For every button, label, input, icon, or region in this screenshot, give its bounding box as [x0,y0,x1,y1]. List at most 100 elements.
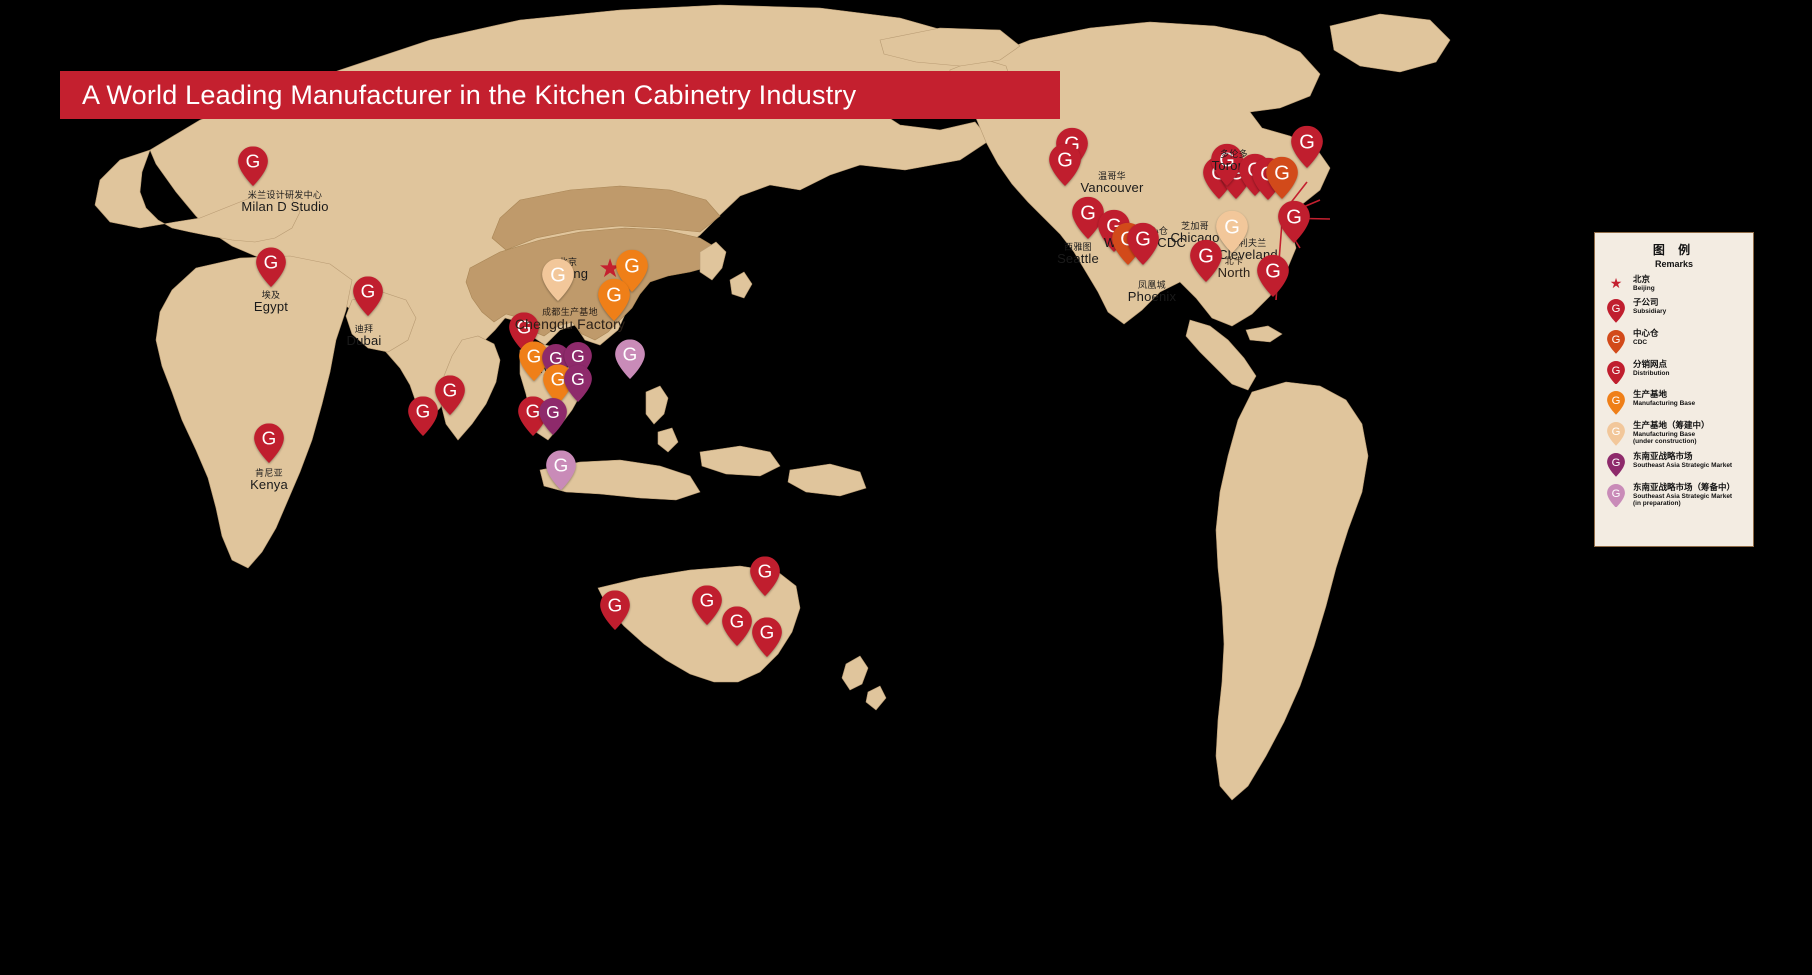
svg-text:G: G [1286,206,1302,228]
location-pin-icon[interactable]: G [256,247,286,287]
location-pin-icon[interactable]: G [1278,200,1310,243]
legend-item-en: Manufacturing Base [1633,400,1696,408]
legend-item-text: 东南亚战略市场 Southeast Asia Strategic Market [1631,450,1733,469]
pin-g-icon: G [1601,360,1631,385]
location-pin-icon[interactable]: G [598,278,630,321]
location-pin-icon[interactable]: G [542,258,574,301]
location-pin-icon[interactable]: G [615,339,645,379]
legend-item-cn: 分销网点 [1633,358,1668,369]
map-marker-indonesia[interactable]: G [546,450,576,490]
map-marker-kenya[interactable]: G [254,423,284,463]
map-marker-perth[interactable]: G [600,590,630,630]
map-marker-dubai[interactable]: G [353,276,383,316]
map-marker-china-east-2[interactable]: G [598,278,630,321]
legend-item-beijing: ★ 北京 Beijing [1601,274,1747,292]
location-pin-icon[interactable]: G [600,590,630,630]
svg-text:G: G [1299,131,1315,153]
location-pin-icon[interactable]: G [1216,210,1248,253]
beijing-star-icon: ★ [598,253,622,283]
legend-item-en2: (under construction) [1633,438,1697,446]
legend-rows: ★ 北京 Beijing G 子公司 Subsidiary G 中心仓 CDC … [1601,274,1747,508]
map-marker-singapore-sea[interactable]: G [539,398,567,435]
location-pin-icon[interactable]: G [254,423,284,463]
legend-item-cn: 中心仓 [1633,327,1659,338]
legend-title-cn: 图 例 [1652,243,1696,257]
svg-text:G: G [760,622,775,643]
location-pin-icon[interactable]: G [519,341,549,381]
map-marker-cambodia-sea[interactable]: G [564,365,592,402]
location-pin-icon[interactable]: G [238,146,268,186]
map-marker-vietnam-prep[interactable]: G [615,339,645,379]
location-pin-icon[interactable]: G [1127,222,1159,265]
map-marker-newyork[interactable]: G [1278,200,1310,243]
map-marker-phoenix[interactable]: G [1127,222,1159,265]
svg-text:G: G [606,284,622,306]
legend-item-distribution: G 分销网点 Distribution [1601,358,1747,385]
location-pin-icon[interactable]: G [1266,156,1298,199]
location-pin-icon[interactable]: G [1211,143,1243,186]
location-pin-icon[interactable]: G [539,398,567,435]
svg-text:G: G [549,348,563,368]
map-marker-seattle[interactable]: G [1072,196,1104,239]
legend-title: 图 例 Remarks [1601,241,1747,269]
location-pin-icon[interactable]: G [752,617,782,657]
location-pin-icon[interactable]: G [1291,125,1323,168]
svg-text:G: G [1612,488,1621,500]
svg-text:G: G [527,346,542,367]
legend-item-text: 分销网点 Distribution [1631,358,1669,377]
svg-text:G: G [551,369,566,390]
location-pin-icon[interactable]: G [1257,254,1289,297]
svg-text:G: G [1080,202,1096,224]
location-pin-icon[interactable]: G [692,585,722,625]
map-marker-india-west[interactable]: G [435,375,465,415]
location-pin-icon[interactable]: G [564,365,592,402]
location-pin-icon[interactable]: G [546,450,576,490]
map-marker-brisbane[interactable]: G [752,617,782,657]
map-marker-milan[interactable]: G [238,146,268,186]
location-pin-icon[interactable]: G [408,396,438,436]
svg-text:G: G [1612,457,1621,469]
svg-text:G: G [554,455,569,476]
svg-text:G: G [546,402,560,422]
pin-g-icon: G [1601,421,1631,446]
legend-item-en: Southeast Asia Strategic Market [1633,461,1733,469]
map-marker-north-carolina[interactable]: G [1216,210,1248,253]
location-pin-icon[interactable]: G [616,249,648,292]
map-marker-boston[interactable]: G [1291,125,1323,168]
location-pin-icon[interactable]: G [353,276,383,316]
location-pin-icon[interactable]: G [1190,239,1222,282]
map-marker-atlanta[interactable]: G [1190,239,1222,282]
map-marker-india-south[interactable]: G [408,396,438,436]
legend-item-cn: 生产基地（筹建中） [1633,420,1710,431]
svg-text:G: G [1265,260,1281,282]
map-marker-toronto[interactable]: G [1211,143,1243,186]
legend-item-text: 中心仓 CDC [1631,327,1659,346]
legend-item-text: 北京 Beijing [1631,274,1655,292]
location-pin-icon[interactable]: G [722,606,752,646]
map-marker-china-east-1[interactable]: G [616,249,648,292]
legend-item-cn: 东南亚战略市场 [1633,450,1693,461]
map-marker-melbourne[interactable]: G [722,606,752,646]
location-pin-icon[interactable]: G [1049,143,1081,186]
map-marker-sydney[interactable]: G [750,556,780,596]
map-marker-vancouver-2[interactable]: G [1049,143,1081,186]
svg-text:G: G [550,264,566,286]
location-pin-icon[interactable]: G [750,556,780,596]
location-pin-icon[interactable]: G [1072,196,1104,239]
location-pin-icon[interactable]: G [435,375,465,415]
svg-text:G: G [246,151,261,172]
map-marker-chengdu[interactable]: G [542,258,574,301]
legend-item-southeast-asia-strategic-market: G 东南亚战略市场（筹备中） Southeast Asia Strategic … [1601,482,1747,508]
map-marker-thailand-mfg[interactable]: G [519,341,549,381]
map-marker-florida[interactable]: G [1257,254,1289,297]
map-marker-adelaide[interactable]: G [692,585,722,625]
title-banner: A World Leading Manufacturer in the Kitc… [60,71,1060,119]
legend-item-en: Beijing [1633,284,1655,292]
legend-item-en2: (in preparation) [1633,499,1681,507]
map-marker-egypt[interactable]: G [256,247,286,287]
svg-text:G: G [758,561,773,582]
map-marker-cleveland-cdc[interactable]: G [1266,156,1298,199]
pin-g-icon: G [1601,452,1631,477]
legend-item-southeast-asia-strategic-market: G 东南亚战略市场 Southeast Asia Strategic Marke… [1601,450,1747,477]
